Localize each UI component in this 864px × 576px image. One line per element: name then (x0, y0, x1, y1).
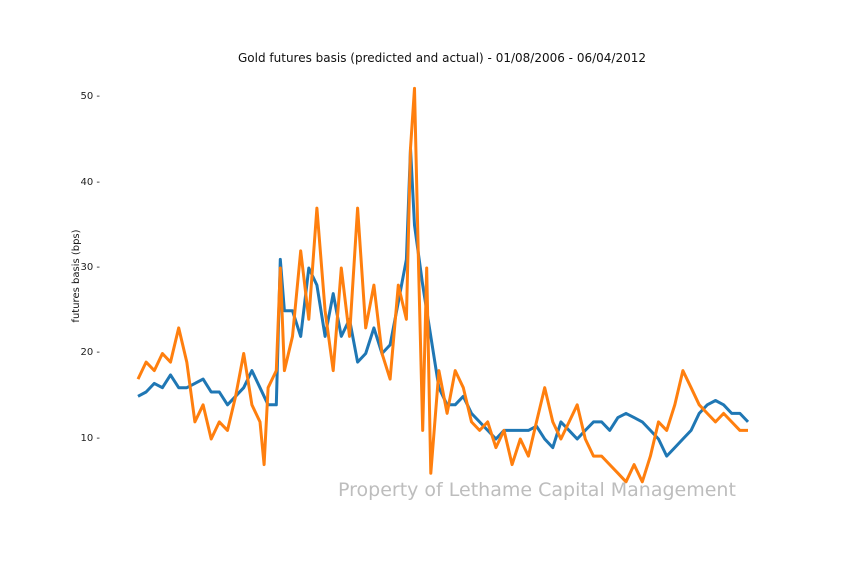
y-tick-30: 30 - (80, 262, 100, 273)
y-tick-10: 10 - (80, 433, 100, 444)
watermark: Property of Lethame Capital Management (338, 479, 736, 501)
y-tick-50: 50 - (80, 91, 100, 102)
actual-series-line (136, 86, 748, 484)
predicted-series-line (137, 146, 750, 458)
y-tick-40: 40 - (80, 177, 100, 188)
y-tick-20: 20 - (80, 347, 100, 358)
chart-title: Gold futures basis (predicted and actual… (238, 51, 646, 65)
